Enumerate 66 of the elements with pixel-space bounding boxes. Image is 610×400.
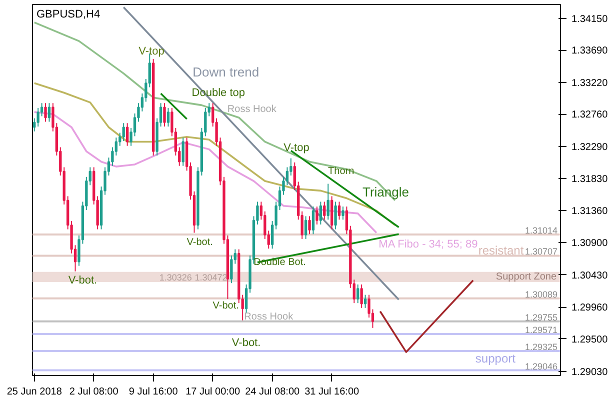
annotation: Down trend: [192, 64, 260, 80]
y-tick-label: 1.33220: [572, 78, 608, 89]
candlestick: [316, 206, 318, 225]
annotation: Double Bot.: [254, 256, 306, 268]
annotation: Ross Hook: [244, 311, 294, 322]
x-tick-label: 25 Jun 2018: [6, 386, 62, 398]
candlestick: [334, 201, 337, 230]
y-tick-label: 1.30900: [572, 238, 608, 249]
candlestick: [338, 201, 341, 220]
annotation: resistant: [478, 244, 524, 258]
annotation: V-top: [284, 142, 310, 154]
ref-line-label: 1.30089: [524, 289, 558, 300]
candlestick: [308, 216, 311, 235]
x-tick-label: 31 Jul 16:00: [304, 386, 360, 398]
y-tick-label: 1.34150: [572, 14, 608, 25]
annotation: support: [475, 351, 516, 366]
candlestick: [342, 206, 344, 220]
candlestick: [323, 201, 326, 220]
candlestick: [122, 122, 125, 142]
y-tick-label: 1.31360: [572, 206, 608, 218]
ref-line-label: 1.29046: [524, 361, 558, 372]
ref-line-label: 1.31014: [524, 226, 558, 236]
y-tick-label: 1.33690: [572, 46, 608, 57]
y-tick-label: 1.30430: [572, 270, 608, 282]
y-tick-label: 1.29960: [572, 302, 608, 314]
candlestick: [360, 284, 363, 308]
annotation: MA Fibo - 34; 55; 89: [378, 238, 478, 250]
annotation: Thorn: [328, 166, 354, 177]
ref-line-label: 1.30707: [524, 246, 558, 257]
annotation: V-bot.: [232, 337, 261, 350]
candlestick: [319, 201, 322, 225]
annotation: 1.30472: [194, 272, 228, 282]
candlestick: [356, 284, 360, 304]
y-tick-label: 1.32760: [572, 110, 608, 121]
candlestick: [48, 102, 51, 122]
x-tick-label: 2 Jul 08:00: [69, 386, 119, 398]
y-tick-label: 1.29500: [572, 334, 608, 346]
y-tick-label: 1.32290: [572, 142, 608, 154]
candlestick: [312, 206, 315, 235]
annotation: V-bot.: [186, 236, 213, 248]
annotation: V-bot.: [68, 274, 98, 286]
candlestick: [182, 137, 184, 166]
candlestick: [304, 216, 308, 240]
annotation: Ross Hook: [227, 104, 278, 115]
candlestick: [44, 102, 47, 122]
x-tick-label: 9 Jul 16:00: [128, 386, 178, 398]
ref-line-label: 1.29755: [524, 312, 558, 322]
annotation: 1.30326: [159, 272, 192, 282]
y-tick-label: 1.31830: [572, 174, 608, 185]
ref-line-label: 1.29325: [524, 342, 558, 352]
ref-line-label: 1.29571: [524, 325, 558, 336]
candlestick: [364, 294, 367, 308]
y-tick-label: 1.29030: [572, 366, 608, 378]
annotation: V-bot.: [212, 300, 239, 312]
x-tick-label: 17 Jul 00:00: [186, 386, 241, 398]
chart-title: GBPUSD,H4: [36, 8, 100, 20]
candlestick: [166, 107, 170, 128]
candlestick: [126, 122, 129, 146]
candlestick: [36, 107, 40, 128]
candlestick: [326, 183, 330, 220]
x-tick-label: 24 Jul 08:00: [245, 386, 300, 398]
annotation: Double top: [192, 86, 246, 99]
band-label: Support Zone: [496, 271, 557, 282]
annotation: V-top: [138, 45, 164, 58]
candlestick: [163, 102, 166, 128]
annotation: Triangle: [362, 184, 409, 200]
